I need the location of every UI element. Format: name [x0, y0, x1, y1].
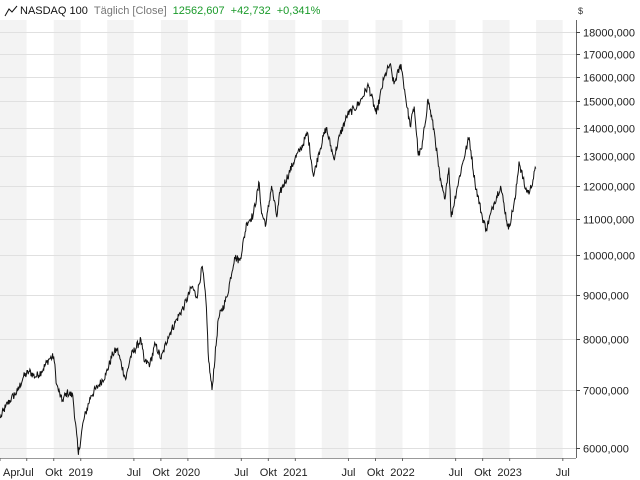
y-tick-label: 11000,000	[583, 215, 634, 227]
time-band	[562, 20, 576, 458]
y-tick-label: 12000,000	[583, 182, 635, 194]
x-axis-labels: Apr Jul Okt 2019 Jul Okt 2020 Jul Okt 2021 Jul Okt 2…	[0, 458, 570, 479]
time-band	[321, 20, 349, 458]
chart-mode: Täglich [Close]	[93, 5, 167, 17]
time-band	[402, 20, 429, 458]
y-tick-label: 14000,000	[583, 124, 635, 136]
nasdaq-100-line	[0, 62, 537, 455]
time-band	[0, 20, 27, 458]
time-band	[482, 20, 510, 458]
x-tick-label: Okt	[152, 467, 169, 479]
time-band	[509, 20, 537, 458]
y-axis-labels: 6000,000 7000,000 8000,000 9000,000 10000,00…	[576, 28, 635, 456]
time-band	[133, 20, 161, 458]
time-band	[53, 20, 81, 458]
currency-symbol: $	[578, 6, 584, 16]
time-band	[26, 20, 54, 458]
x-tick-label: Jul	[20, 467, 34, 479]
time-band	[428, 20, 456, 458]
x-tick-label: Jul	[234, 467, 248, 479]
chart-header: NASDAQ 100 Täglich [Close] 12562,607 +42…	[4, 3, 326, 19]
x-tick-label: Okt	[45, 467, 62, 479]
x-tick-label: 2021	[283, 467, 307, 479]
x-tick-label: Jul	[449, 467, 463, 479]
x-tick-label: Apr	[3, 467, 20, 479]
y-tick-label: 17000,000	[583, 50, 635, 62]
time-band	[268, 20, 296, 458]
time-bands	[0, 20, 576, 458]
y-tick-label: 7000,000	[583, 386, 629, 398]
time-band	[107, 20, 134, 458]
time-band	[160, 20, 188, 458]
x-tick-label: Jul	[556, 467, 570, 479]
line-chart-icon	[4, 5, 18, 17]
time-band	[375, 20, 403, 458]
time-band	[455, 20, 483, 458]
y-tick-label: 6000,000	[583, 444, 629, 456]
y-tick-label: 10000,000	[583, 251, 635, 263]
y-tick-label: 13000,000	[583, 152, 635, 164]
x-tick-label: 2020	[176, 467, 200, 479]
y-tick-label: 16000,000	[583, 73, 635, 85]
x-tick-label: Okt	[260, 467, 277, 479]
instrument-name: NASDAQ 100	[20, 5, 88, 17]
time-band	[241, 20, 269, 458]
x-tick-label: Okt	[367, 467, 384, 479]
y-gridlines	[0, 20, 577, 459]
time-band	[348, 20, 376, 458]
last-price: 12562,607	[172, 5, 225, 17]
price-change: +42,732	[230, 5, 271, 17]
x-tick-label: 2023	[497, 467, 521, 479]
time-band	[187, 20, 215, 458]
x-tick-label: 2022	[390, 467, 414, 479]
y-tick-label: 9000,000	[583, 291, 629, 303]
y-tick-label: 18000,000	[583, 28, 635, 40]
time-band	[80, 20, 108, 458]
x-tick-label: Jul	[127, 467, 141, 479]
price-series	[0, 62, 537, 455]
time-band	[536, 20, 563, 458]
x-tick-label: 2019	[68, 467, 92, 479]
x-tick-label: Okt	[474, 467, 491, 479]
y-tick-label: 8000,000	[583, 335, 629, 347]
price-change-pct: +0,341%	[276, 5, 321, 17]
time-band	[295, 20, 322, 458]
time-band	[214, 20, 242, 458]
x-tick-label: Jul	[341, 467, 355, 479]
y-tick-label: 15000,000	[583, 97, 635, 109]
